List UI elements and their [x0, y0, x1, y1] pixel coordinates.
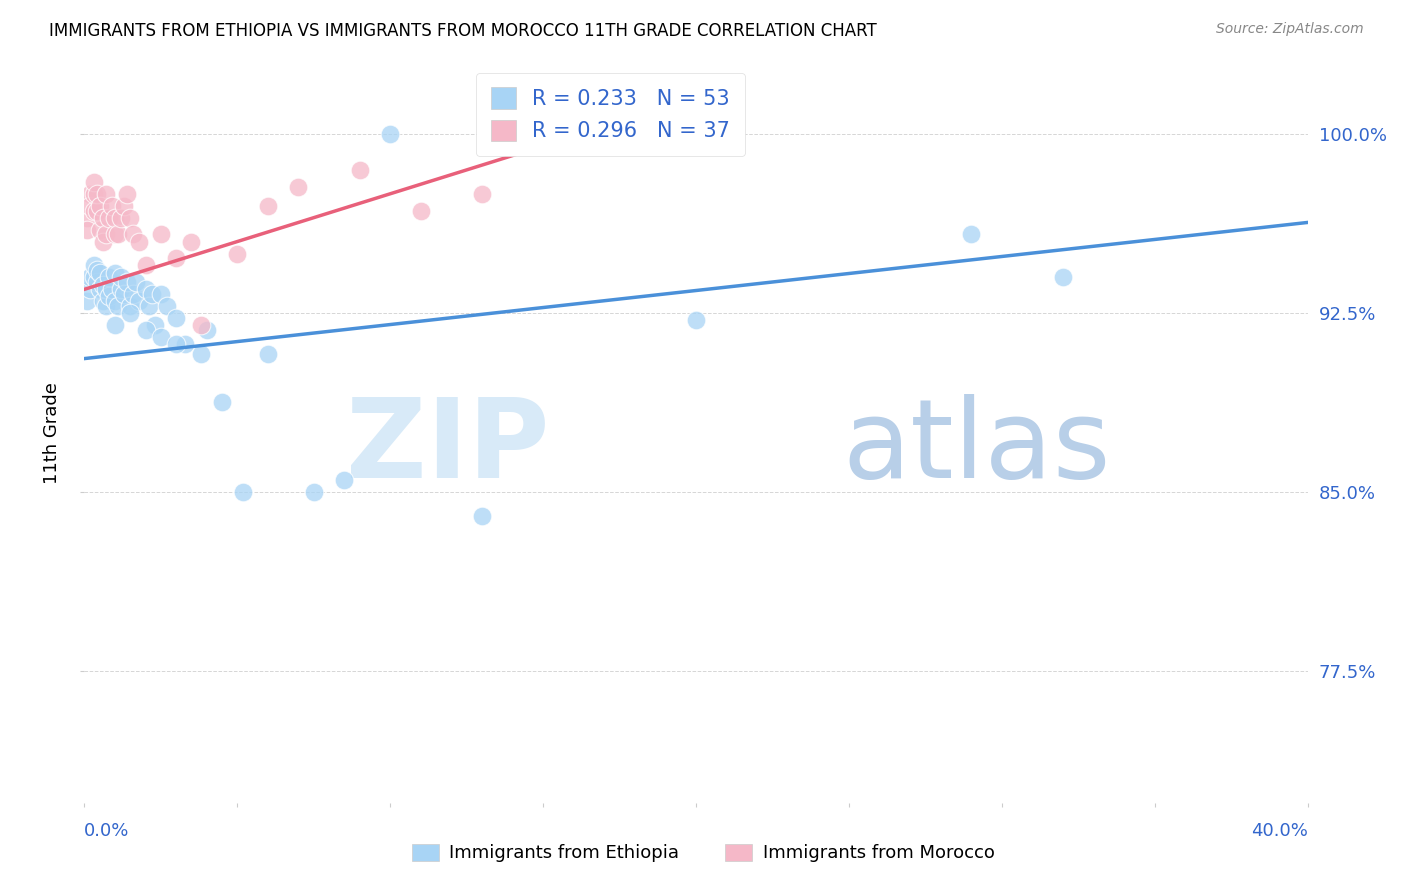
Point [135, 323, 157, 337]
Point [83, 259, 105, 273]
Point [135, 282, 157, 296]
Point [79, 282, 101, 296]
Point [165, 337, 187, 351]
Point [91, 277, 114, 292]
Point [97, 211, 120, 225]
Point [257, 347, 280, 361]
Point [138, 299, 160, 313]
Point [685, 313, 707, 327]
Point [349, 162, 371, 177]
Point [302, 485, 325, 500]
Text: IMMIGRANTS FROM ETHIOPIA VS IMMIGRANTS FROM MOROCCO 11TH GRADE CORRELATION CHART: IMMIGRANTS FROM ETHIOPIA VS IMMIGRANTS F… [49, 22, 877, 40]
Point [101, 282, 124, 296]
Point [128, 235, 150, 249]
Legend: Immigrants from Ethiopia, Immigrants from Morocco: Immigrants from Ethiopia, Immigrants fro… [405, 837, 1001, 870]
Point [110, 211, 132, 225]
Point [76, 294, 98, 309]
Text: 40.0%: 40.0% [1251, 822, 1308, 840]
Y-axis label: 11th Grade: 11th Grade [44, 382, 62, 483]
Point [287, 179, 309, 194]
Point [1052, 270, 1074, 285]
Point [101, 199, 124, 213]
Point [83, 203, 105, 218]
Point [195, 323, 218, 337]
Text: 0.0%: 0.0% [84, 822, 129, 840]
Point [190, 318, 212, 333]
Point [226, 246, 249, 260]
Point [165, 252, 187, 266]
Point [190, 347, 212, 361]
Point [128, 294, 150, 309]
Point [86, 186, 108, 201]
Point [120, 211, 142, 225]
Point [135, 259, 157, 273]
Point [107, 299, 129, 313]
Point [232, 485, 254, 500]
Point [94, 282, 117, 296]
Point [125, 275, 148, 289]
Point [471, 509, 494, 524]
Point [211, 394, 233, 409]
Point [89, 282, 111, 296]
Point [94, 299, 117, 313]
Point [104, 294, 127, 309]
Point [165, 310, 187, 325]
Point [960, 227, 983, 242]
Point [104, 211, 127, 225]
Point [94, 186, 117, 201]
Point [79, 186, 101, 201]
Point [76, 222, 98, 236]
Point [89, 199, 111, 213]
Point [122, 227, 145, 242]
Point [112, 199, 135, 213]
Point [115, 186, 138, 201]
Point [180, 235, 202, 249]
Point [156, 299, 179, 313]
Point [104, 318, 127, 333]
Point [89, 266, 111, 280]
Point [471, 186, 494, 201]
Point [115, 275, 138, 289]
Point [83, 175, 105, 189]
Point [120, 306, 142, 320]
Point [333, 474, 356, 488]
Point [120, 299, 142, 313]
Point [91, 235, 114, 249]
Point [149, 330, 172, 344]
Point [141, 287, 163, 301]
Point [86, 275, 108, 289]
Point [257, 199, 280, 213]
Point [143, 318, 166, 333]
Point [380, 127, 402, 141]
Point [91, 294, 114, 309]
Point [122, 287, 145, 301]
Point [110, 270, 132, 285]
Point [83, 186, 105, 201]
Legend: R = 0.233   N = 53, R = 0.296   N = 37: R = 0.233 N = 53, R = 0.296 N = 37 [477, 73, 745, 156]
Point [97, 289, 120, 303]
Text: Source: ZipAtlas.com: Source: ZipAtlas.com [1216, 22, 1364, 37]
Point [79, 199, 101, 213]
Point [112, 287, 135, 301]
Point [86, 203, 108, 218]
Point [86, 263, 108, 277]
Point [104, 266, 127, 280]
Point [89, 222, 111, 236]
Point [110, 282, 132, 296]
Point [91, 211, 114, 225]
Point [107, 227, 129, 242]
Text: ZIP: ZIP [346, 394, 550, 501]
Point [562, 127, 585, 141]
Point [104, 227, 127, 242]
Point [83, 270, 105, 285]
Point [409, 203, 432, 218]
Point [149, 227, 172, 242]
Text: atlas: atlas [842, 394, 1111, 501]
Point [174, 337, 197, 351]
Point [79, 270, 101, 285]
Point [94, 227, 117, 242]
Point [76, 211, 98, 225]
Point [97, 270, 120, 285]
Point [149, 287, 172, 301]
